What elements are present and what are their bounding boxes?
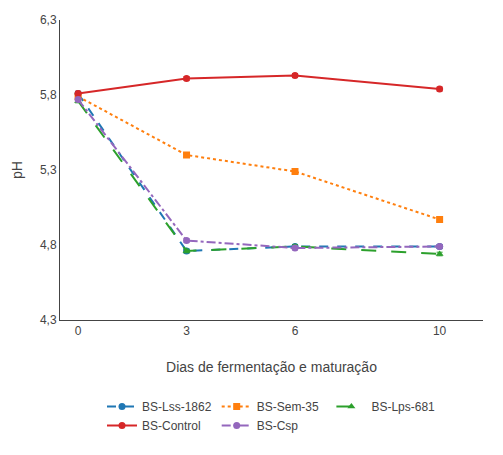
svg-text:5,3: 5,3 (40, 163, 57, 177)
svg-text:BS-Control: BS-Control (142, 419, 201, 433)
svg-text:Dias de fermentação e maturaçã: Dias de fermentação e maturação (166, 359, 377, 375)
svg-text:BS-Sem-35: BS-Sem-35 (257, 400, 319, 414)
svg-text:3: 3 (183, 324, 190, 338)
svg-text:BS-Csp: BS-Csp (257, 419, 299, 433)
svg-text:BS-Lss-1862: BS-Lss-1862 (142, 400, 212, 414)
svg-text:6: 6 (292, 324, 299, 338)
svg-text:0: 0 (75, 324, 82, 338)
svg-text:5,8: 5,8 (40, 88, 57, 102)
svg-text:BS-Lps-681: BS-Lps-681 (371, 400, 435, 414)
svg-text:10: 10 (433, 324, 447, 338)
svg-text:pH: pH (9, 161, 25, 179)
svg-text:4,8: 4,8 (40, 238, 57, 252)
svg-text:4,3: 4,3 (40, 313, 57, 327)
svg-text:6,3: 6,3 (40, 13, 57, 27)
